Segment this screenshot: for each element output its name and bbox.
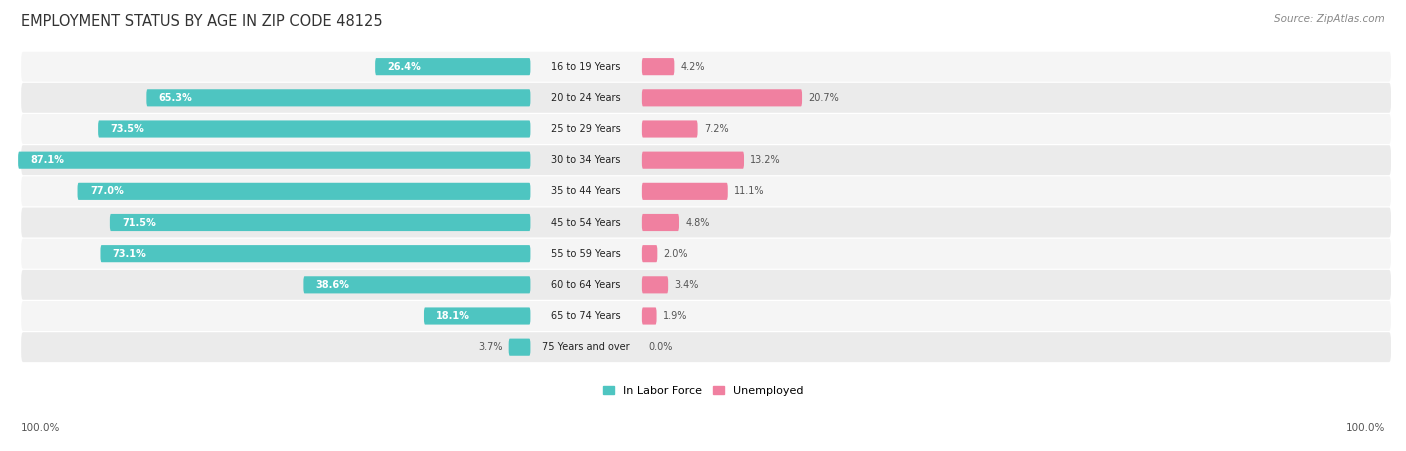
FancyBboxPatch shape [21, 83, 1391, 113]
FancyBboxPatch shape [21, 52, 1391, 82]
FancyBboxPatch shape [21, 270, 1391, 300]
Text: 4.2%: 4.2% [681, 62, 704, 72]
FancyBboxPatch shape [643, 89, 801, 106]
Text: 38.6%: 38.6% [316, 280, 350, 290]
FancyBboxPatch shape [21, 145, 1391, 175]
Legend: In Labor Force, Unemployed: In Labor Force, Unemployed [598, 381, 808, 400]
FancyBboxPatch shape [21, 176, 1391, 206]
Text: 3.4%: 3.4% [675, 280, 699, 290]
FancyBboxPatch shape [18, 152, 530, 169]
FancyBboxPatch shape [77, 183, 530, 200]
FancyBboxPatch shape [643, 245, 658, 262]
Text: 65 to 74 Years: 65 to 74 Years [551, 311, 621, 321]
Text: 71.5%: 71.5% [122, 217, 156, 227]
Text: 45 to 54 Years: 45 to 54 Years [551, 217, 621, 227]
Text: 35 to 44 Years: 35 to 44 Years [551, 186, 621, 196]
Text: 55 to 59 Years: 55 to 59 Years [551, 249, 621, 259]
FancyBboxPatch shape [304, 276, 530, 294]
FancyBboxPatch shape [110, 214, 530, 231]
Text: 7.2%: 7.2% [704, 124, 728, 134]
Text: 16 to 19 Years: 16 to 19 Years [551, 62, 621, 72]
Text: 60 to 64 Years: 60 to 64 Years [551, 280, 621, 290]
FancyBboxPatch shape [100, 245, 530, 262]
FancyBboxPatch shape [425, 308, 530, 325]
FancyBboxPatch shape [21, 114, 1391, 144]
FancyBboxPatch shape [643, 183, 728, 200]
Text: 100.0%: 100.0% [1346, 423, 1385, 433]
FancyBboxPatch shape [375, 58, 530, 75]
Text: 0.0%: 0.0% [648, 342, 672, 352]
Text: 18.1%: 18.1% [436, 311, 470, 321]
Text: Source: ZipAtlas.com: Source: ZipAtlas.com [1274, 14, 1385, 23]
Text: 25 to 29 Years: 25 to 29 Years [551, 124, 621, 134]
Text: 73.1%: 73.1% [112, 249, 146, 259]
FancyBboxPatch shape [21, 332, 1391, 362]
FancyBboxPatch shape [643, 152, 744, 169]
FancyBboxPatch shape [21, 207, 1391, 238]
FancyBboxPatch shape [643, 214, 679, 231]
FancyBboxPatch shape [643, 276, 668, 294]
Text: 3.7%: 3.7% [478, 342, 502, 352]
FancyBboxPatch shape [21, 301, 1391, 331]
Text: 65.3%: 65.3% [159, 93, 193, 103]
Text: 4.8%: 4.8% [685, 217, 710, 227]
Text: 87.1%: 87.1% [31, 155, 65, 165]
Text: 75 Years and over: 75 Years and over [543, 342, 630, 352]
FancyBboxPatch shape [146, 89, 530, 106]
Text: 1.9%: 1.9% [662, 311, 688, 321]
FancyBboxPatch shape [509, 339, 530, 356]
Text: 77.0%: 77.0% [90, 186, 124, 196]
Text: 13.2%: 13.2% [751, 155, 780, 165]
Text: 20 to 24 Years: 20 to 24 Years [551, 93, 621, 103]
Text: EMPLOYMENT STATUS BY AGE IN ZIP CODE 48125: EMPLOYMENT STATUS BY AGE IN ZIP CODE 481… [21, 14, 382, 28]
Text: 2.0%: 2.0% [664, 249, 688, 259]
FancyBboxPatch shape [643, 308, 657, 325]
FancyBboxPatch shape [21, 239, 1391, 269]
FancyBboxPatch shape [98, 120, 530, 138]
FancyBboxPatch shape [643, 120, 697, 138]
Text: 20.7%: 20.7% [808, 93, 839, 103]
Text: 30 to 34 Years: 30 to 34 Years [551, 155, 621, 165]
Text: 73.5%: 73.5% [111, 124, 145, 134]
Text: 100.0%: 100.0% [21, 423, 60, 433]
Text: 11.1%: 11.1% [734, 186, 765, 196]
Text: 26.4%: 26.4% [388, 62, 422, 72]
FancyBboxPatch shape [643, 58, 675, 75]
